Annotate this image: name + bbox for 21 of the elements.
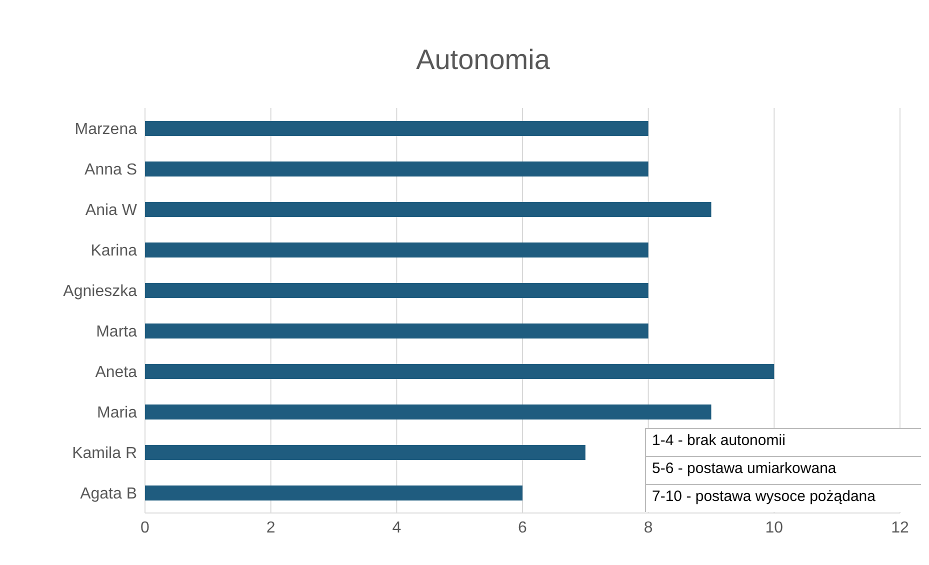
x-tick-label: 12 [891,519,909,536]
annotation: 5-6 - postawa umiarkowana [645,456,921,484]
x-tick-label: 6 [518,519,528,536]
x-tick-label: 2 [266,519,276,536]
y-tick-label: Kamila R [72,444,137,462]
y-tick-label: Aneta [95,364,138,381]
annotation: 1-4 - brak autonomii [645,428,921,456]
chart-title: Autonomia [415,44,551,76]
x-tick-label: 4 [392,519,402,536]
y-tick-label: Agata B [80,485,137,502]
y-tick-label: Marzena [74,120,138,138]
x-tick-label: 8 [644,519,653,536]
y-tick-label: Agnieszka [63,282,138,300]
y-tick-label: Anna S [84,161,137,178]
annotation: 7-10 - postawa wysoce pożądana [645,484,921,512]
x-tick-label: 10 [765,519,784,536]
y-tick-label: Ania W [85,202,138,219]
x-tick-label: 0 [140,519,150,536]
y-tick-label: Karina [90,242,138,260]
y-tick-label: Marta [96,323,138,340]
y-tick-label: Maria [96,404,138,422]
